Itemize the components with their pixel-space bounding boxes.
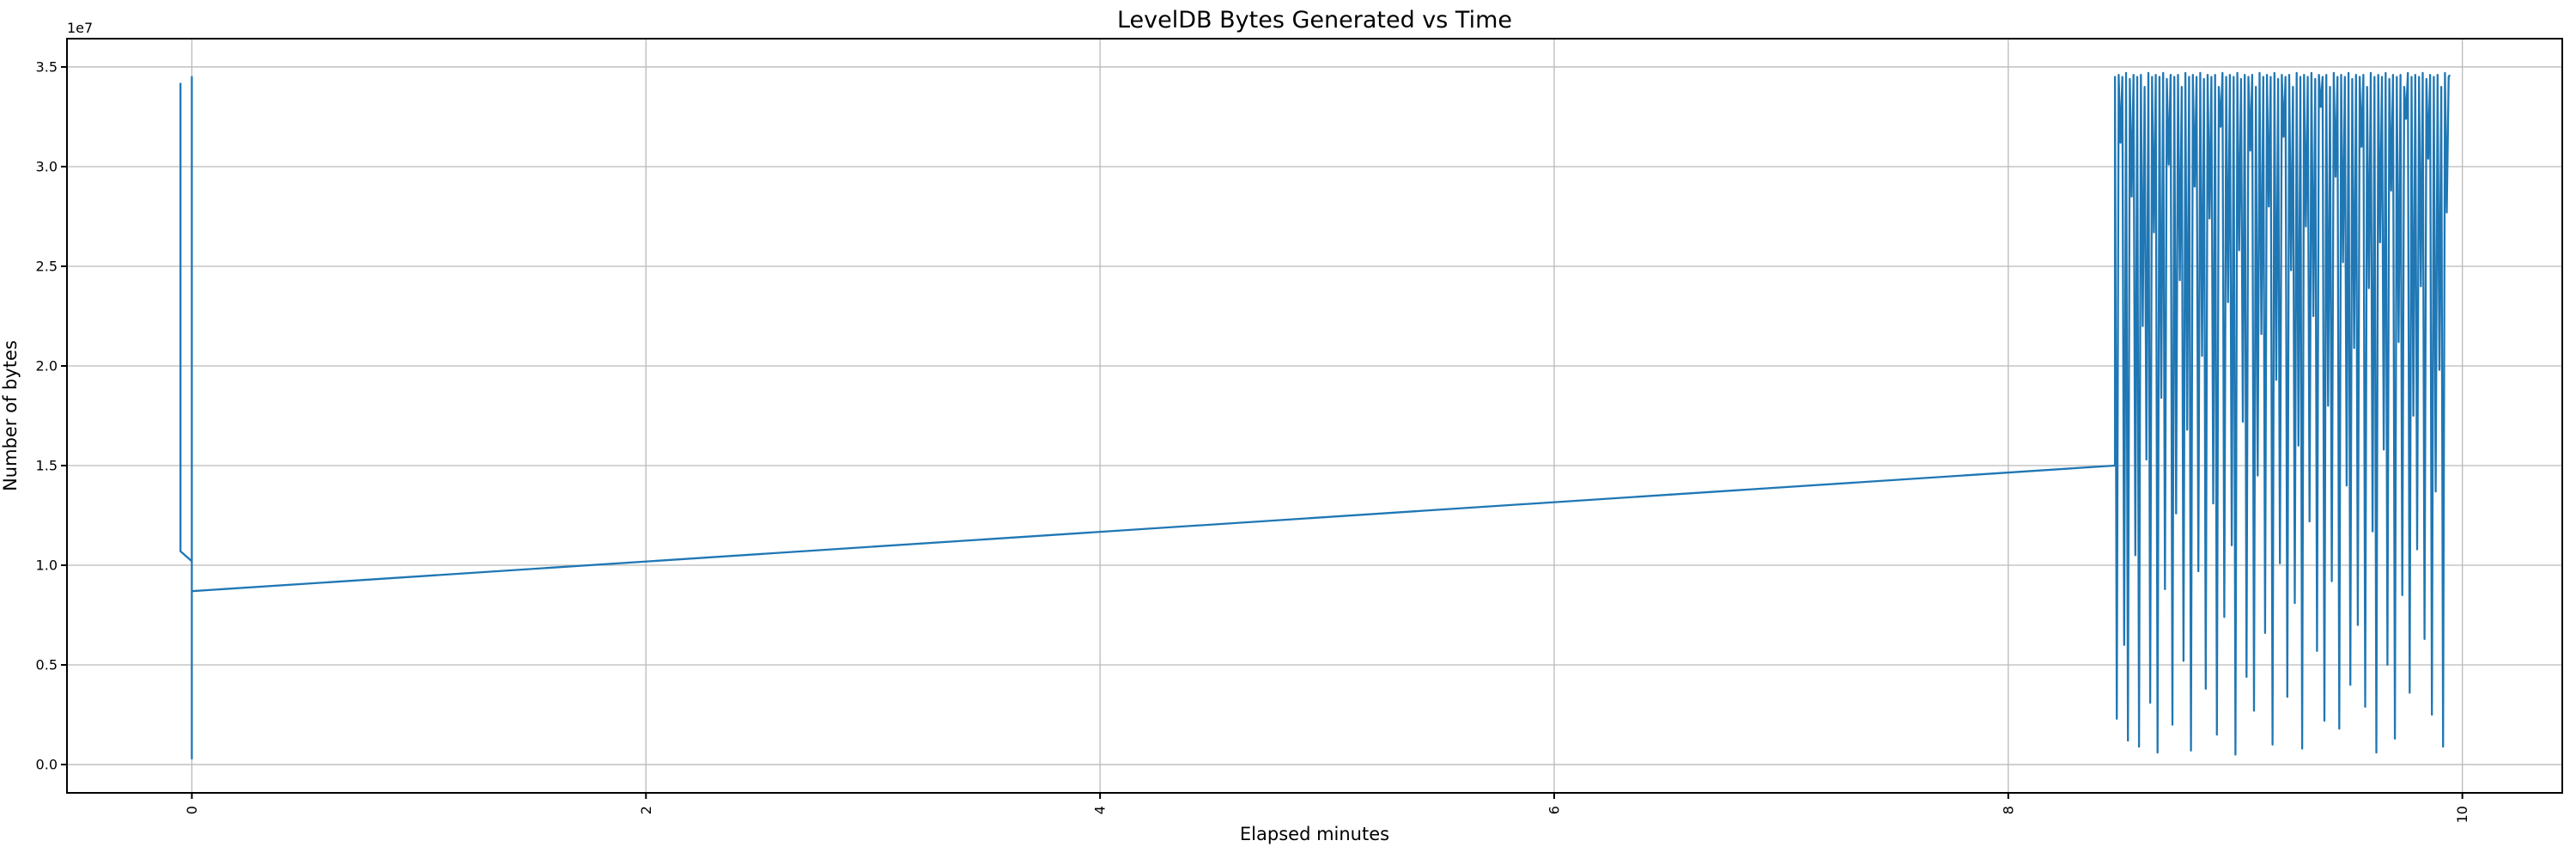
y-tick-label: 2.0	[36, 357, 58, 374]
x-tick-label: 6	[1546, 806, 1562, 814]
x-tick-label: 8	[2000, 806, 2016, 814]
chart-title: LevelDB Bytes Generated vs Time	[1117, 7, 1512, 34]
x-tick-label: 10	[2454, 806, 2470, 823]
x-tick-label: 4	[1092, 806, 1109, 814]
y-tick-label: 3.0	[36, 158, 58, 174]
series-line	[179, 71, 2451, 760]
x-tick-label: 2	[638, 806, 654, 814]
x-axis-label: Elapsed minutes	[1240, 824, 1389, 844]
y-tick-label: 1.5	[36, 458, 58, 474]
y-axis-offset-text: 1e7	[67, 20, 93, 36]
x-tick-label: 0	[184, 806, 200, 814]
y-tick-label: 2.5	[36, 258, 58, 274]
series-layer	[179, 71, 2451, 760]
axes-border	[66, 38, 2563, 794]
y-axis-label: Number of bytes	[0, 340, 21, 491]
y-tick-label: 0.0	[36, 757, 58, 773]
grid-layer	[67, 39, 2562, 793]
y-tick-label: 3.5	[36, 58, 58, 75]
y-tick-label: 1.0	[36, 557, 58, 574]
tick-layer: 0 2 4 6 8 10 0.0 0.5 1.0 1.5 2.0 2.5 3.0 3.5	[36, 58, 2471, 823]
y-tick-label: 0.5	[36, 657, 58, 673]
